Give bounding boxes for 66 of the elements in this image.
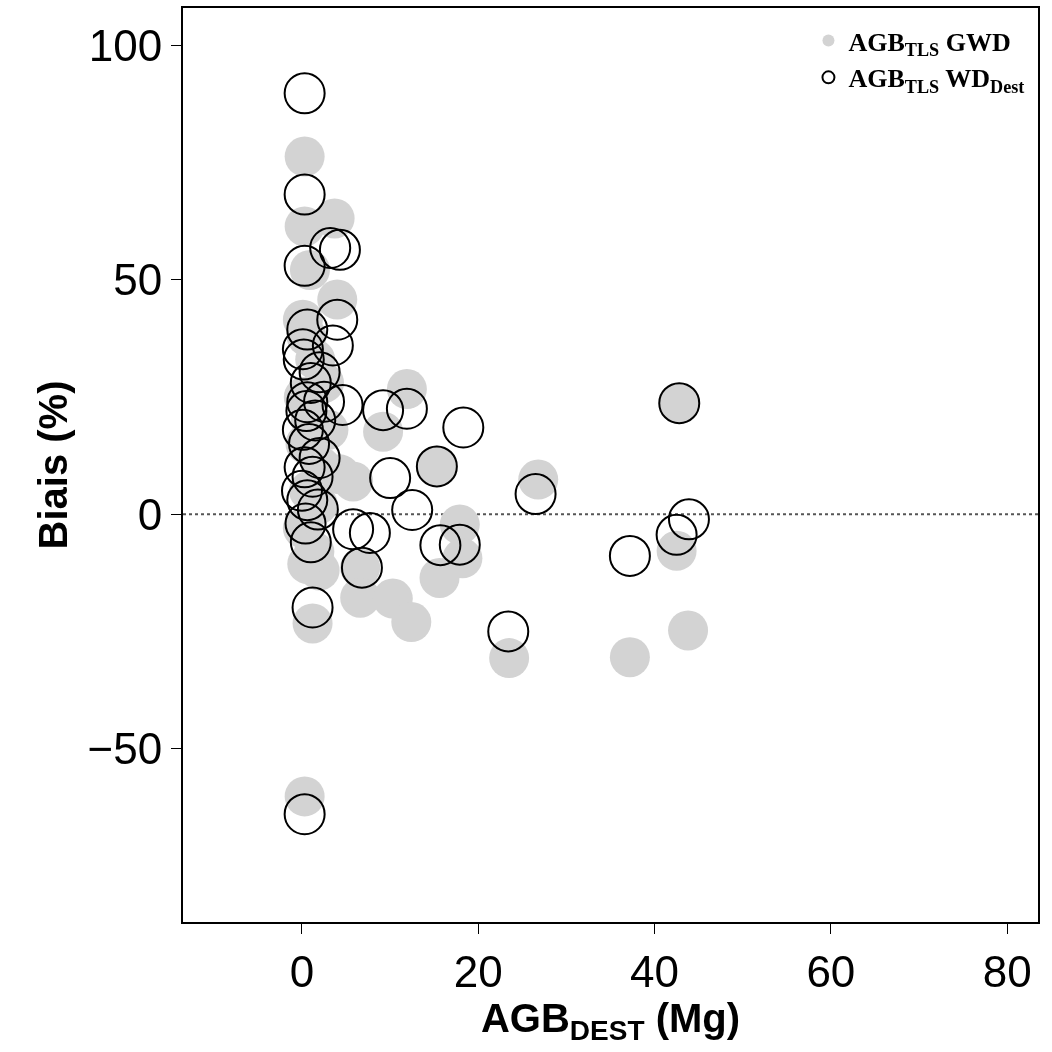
- point: [419, 524, 462, 567]
- point: [283, 72, 326, 115]
- y-axis-title: Biais (%): [30, 380, 75, 550]
- x-tick-label: 40: [630, 946, 680, 996]
- point: [348, 511, 391, 554]
- x-tick-label: 0: [289, 946, 315, 996]
- point: [316, 298, 359, 341]
- point: [318, 228, 361, 271]
- point: [317, 279, 358, 320]
- point: [286, 381, 329, 424]
- y-tick-label: 0: [137, 489, 163, 539]
- point: [292, 603, 333, 644]
- point: [655, 513, 698, 556]
- point: [286, 479, 329, 522]
- point: [311, 324, 354, 367]
- point: [518, 459, 559, 500]
- point: [362, 389, 405, 432]
- x-tick-label: 20: [453, 946, 503, 996]
- point: [668, 610, 709, 651]
- x-axis-title: AGB$_{DEST}$ (Mg): [480, 995, 741, 1047]
- point: [514, 473, 557, 516]
- point: [298, 351, 341, 394]
- point: [281, 408, 324, 451]
- point: [369, 457, 412, 500]
- point: [438, 523, 481, 566]
- point: [303, 380, 346, 423]
- point: [283, 446, 326, 489]
- point: [294, 399, 337, 442]
- y-tick-label: 100: [88, 20, 163, 70]
- point: [291, 586, 334, 629]
- point: [309, 226, 352, 269]
- point: [363, 411, 404, 452]
- point: [419, 557, 460, 598]
- point: [442, 406, 485, 449]
- point: [296, 488, 339, 531]
- point: [284, 776, 325, 817]
- legend-label: AGB$_{TLS}$ GWD: [848, 27, 1011, 61]
- point: [609, 637, 650, 678]
- point: [284, 502, 327, 545]
- point: [332, 508, 375, 551]
- point: [285, 390, 328, 433]
- point: [321, 384, 364, 426]
- point: [487, 610, 530, 653]
- y-tick-label: 50: [113, 255, 163, 305]
- x-tick-label: 80: [982, 946, 1032, 996]
- point: [298, 436, 341, 479]
- point: [281, 469, 323, 512]
- point: [385, 387, 428, 430]
- point: [667, 498, 710, 541]
- point: [282, 338, 325, 381]
- point: [289, 521, 332, 564]
- y-tick-label: −50: [87, 723, 163, 773]
- x-tick-label: 60: [806, 946, 856, 996]
- point: [281, 328, 324, 371]
- point: [314, 198, 355, 239]
- point: [284, 136, 325, 177]
- legend-label: AGB$_{TLS}$ WD$_{Dest}$: [848, 64, 1025, 97]
- point: [289, 361, 332, 404]
- point: [283, 793, 326, 836]
- point: [608, 534, 651, 577]
- point: [391, 602, 432, 642]
- point: [283, 173, 326, 216]
- point: [283, 244, 326, 287]
- point: [489, 638, 530, 679]
- point: [391, 489, 434, 531]
- point: [286, 308, 329, 351]
